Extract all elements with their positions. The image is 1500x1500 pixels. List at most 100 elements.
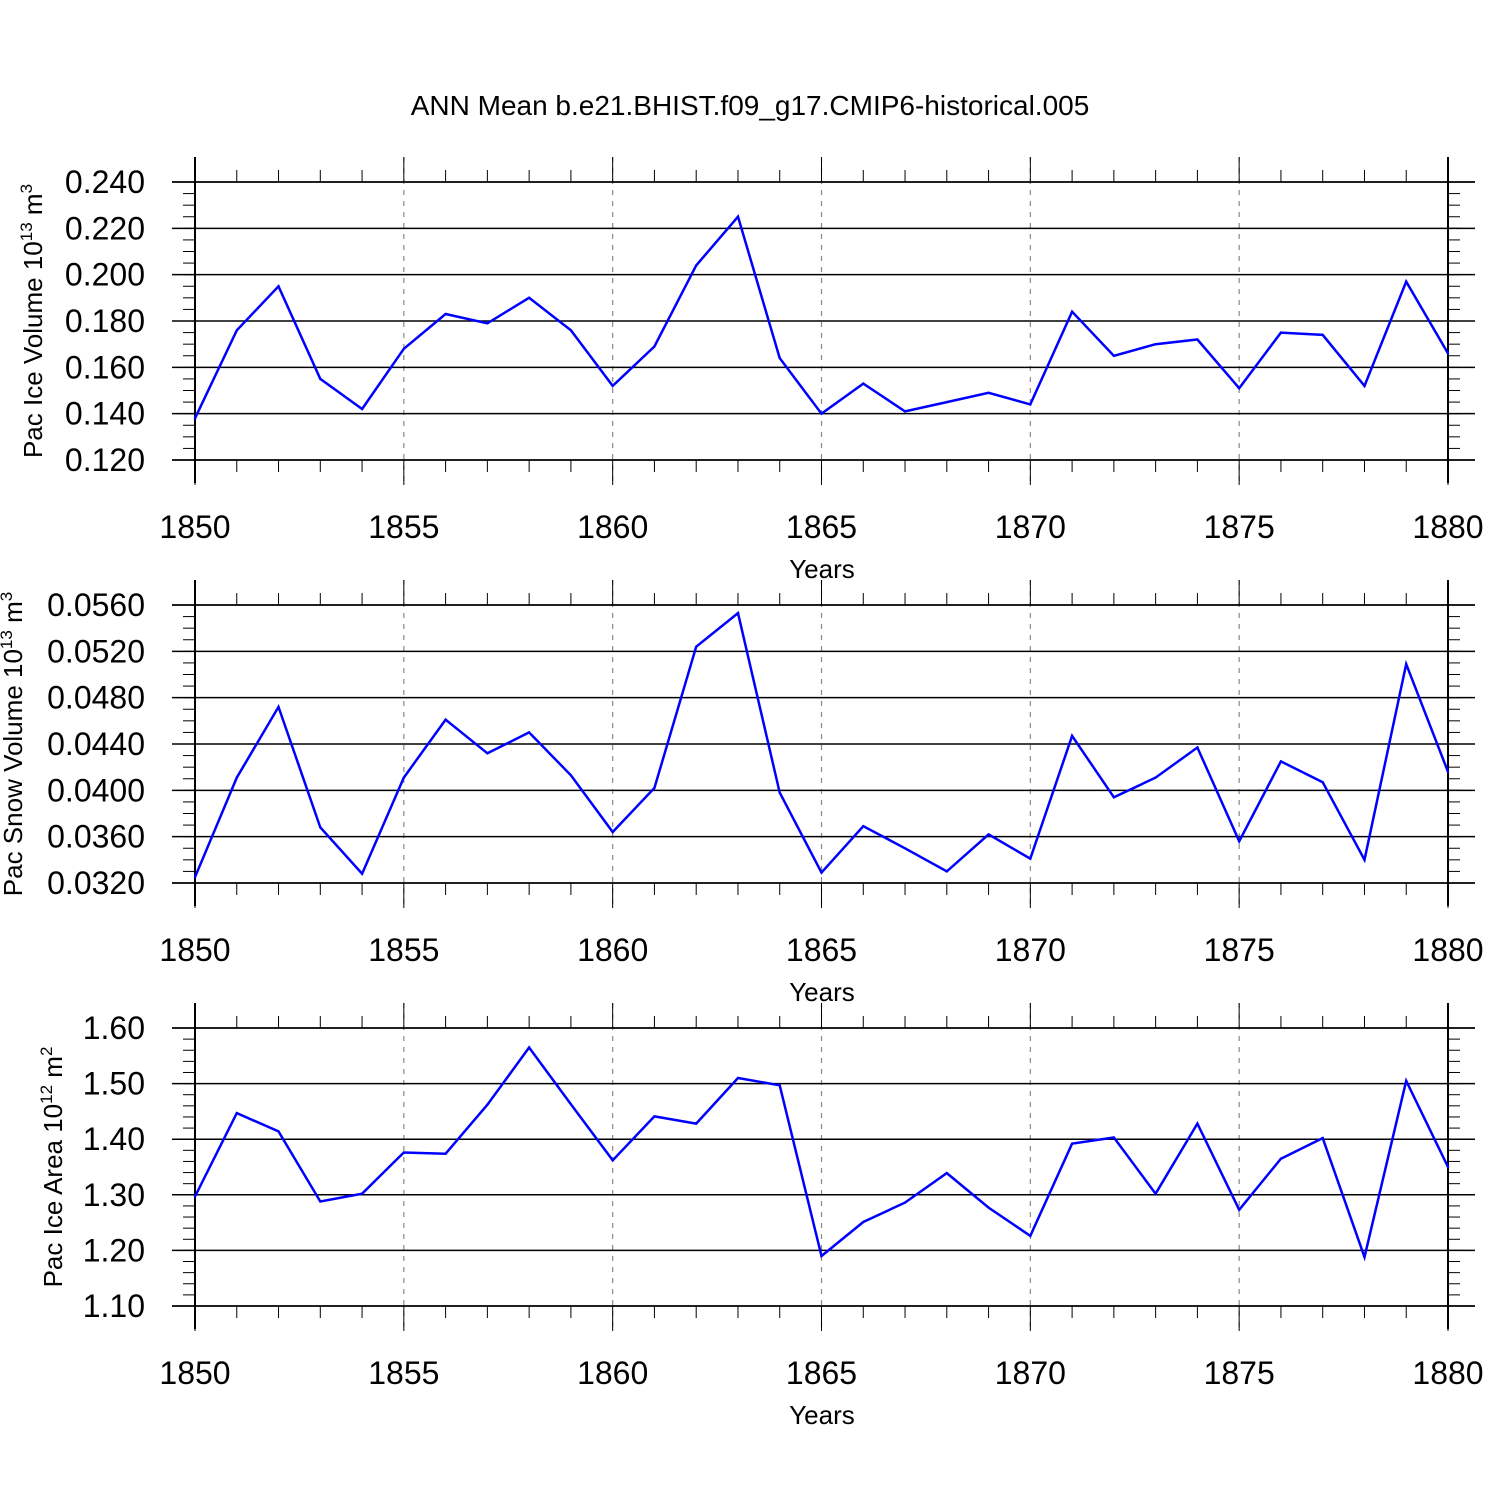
data-point [193, 417, 197, 420]
x-tick-label: 1870 [995, 509, 1066, 545]
data-point [695, 264, 698, 267]
x-tick-label: 1880 [1412, 1355, 1483, 1391]
data-point [611, 384, 614, 388]
data-point [360, 1192, 364, 1195]
data-point [402, 1151, 406, 1154]
data-point [486, 322, 489, 325]
x-tick-label: 1865 [786, 1355, 857, 1391]
x-tick-label: 1865 [786, 509, 857, 545]
y-tick-label: 1.30 [83, 1177, 145, 1213]
y-tick-label: 0.140 [65, 396, 145, 432]
x-tick-label: 1855 [368, 509, 439, 545]
data-point [1154, 1192, 1157, 1195]
data-point [1363, 858, 1366, 862]
x-axis-label: Years [789, 1400, 855, 1430]
data-point [277, 285, 280, 288]
data-point [903, 847, 907, 850]
y-tick-label: 0.0440 [47, 726, 145, 762]
data-point [193, 1195, 197, 1198]
data-point [319, 826, 322, 829]
data-point [319, 1200, 322, 1203]
data-point [444, 312, 447, 316]
x-tick-label: 1880 [1412, 509, 1483, 545]
data-point [527, 1046, 531, 1049]
data-point [1112, 796, 1116, 799]
x-tick-label: 1855 [368, 1355, 439, 1391]
data-point [1029, 1234, 1032, 1238]
y-tick-label: 0.0520 [47, 633, 145, 669]
data-point [1446, 770, 1450, 773]
x-tick-label: 1850 [159, 1355, 230, 1391]
data-point [862, 825, 865, 828]
y-axis-label: Pac Ice Area 1012 m2 [37, 1047, 68, 1288]
x-tick-label: 1875 [1204, 932, 1275, 968]
data-point [1405, 662, 1408, 666]
data-point [778, 356, 781, 360]
data-point [444, 1152, 447, 1155]
figure-title: ANN Mean b.e21.BHIST.f09_g17.CMIP6-histo… [410, 90, 1090, 121]
data-point [360, 872, 364, 875]
data-point [945, 400, 948, 404]
y-tick-label: 0.0560 [47, 587, 145, 623]
data-point [736, 1076, 740, 1080]
panel-snow-volume: 0.0320 0.0360 0.0400 0.0440 0.0480 0.0520 0.05… [0, 580, 1484, 1007]
y-tick-label: 0.200 [65, 257, 145, 293]
data-point [1363, 384, 1366, 388]
y-tick-label: 0.0360 [47, 819, 145, 855]
data-point [277, 705, 280, 709]
data-point [987, 391, 990, 395]
data-point [987, 1206, 990, 1209]
x-tick-label: 1850 [159, 932, 230, 968]
data-point [1154, 776, 1157, 779]
x-tick-label: 1870 [995, 932, 1066, 968]
data-point [862, 1220, 865, 1224]
y-tick-label: 1.20 [83, 1232, 145, 1268]
x-tick-label: 1850 [159, 509, 230, 545]
data-point [486, 1103, 489, 1106]
y-tick-label: 1.60 [83, 1010, 145, 1046]
data-point [569, 329, 573, 332]
data-point [945, 870, 948, 873]
data-point [987, 833, 990, 836]
x-tick-label: 1875 [1204, 1355, 1275, 1391]
data-point [1363, 1255, 1366, 1259]
data-point [1405, 1079, 1408, 1083]
y-tick-label: 1.40 [83, 1121, 145, 1157]
data-point [1070, 1142, 1074, 1145]
data-point [1029, 403, 1032, 406]
data-point [695, 1122, 698, 1125]
data-point [862, 382, 865, 385]
data-point [736, 215, 740, 218]
data-point [653, 786, 656, 790]
data-point [653, 345, 656, 348]
x-tick-label: 1860 [577, 932, 648, 968]
data-point [1321, 781, 1324, 784]
panel-ice-volume: 0.120 0.140 0.160 0.180 0.200 0.220 0.240 1850 1… [17, 157, 1484, 584]
x-tick-label: 1875 [1204, 509, 1275, 545]
data-point [402, 776, 406, 779]
data-point [653, 1115, 656, 1118]
data-point [945, 1171, 948, 1175]
x-axis-label: Years [789, 977, 855, 1007]
y-tick-label: 0.0400 [47, 772, 145, 808]
data-point [527, 731, 531, 734]
x-tick-label: 1855 [368, 932, 439, 968]
y-tick-label: 0.180 [65, 303, 145, 339]
data-point [1279, 331, 1283, 334]
data-point [277, 1130, 280, 1133]
data-point [402, 347, 406, 350]
y-tick-label: 0.220 [65, 210, 145, 246]
data-point [1237, 1208, 1241, 1212]
x-tick-label: 1865 [786, 932, 857, 968]
data-point [235, 329, 238, 332]
data-point [903, 410, 907, 413]
data-point [1237, 840, 1241, 843]
data-point [527, 296, 531, 300]
y-tick-label: 0.0320 [47, 865, 145, 901]
data-point [820, 871, 823, 874]
data-point [1196, 746, 1199, 749]
data-point [1112, 354, 1116, 357]
data-point [778, 791, 781, 794]
data-point [1237, 386, 1241, 390]
